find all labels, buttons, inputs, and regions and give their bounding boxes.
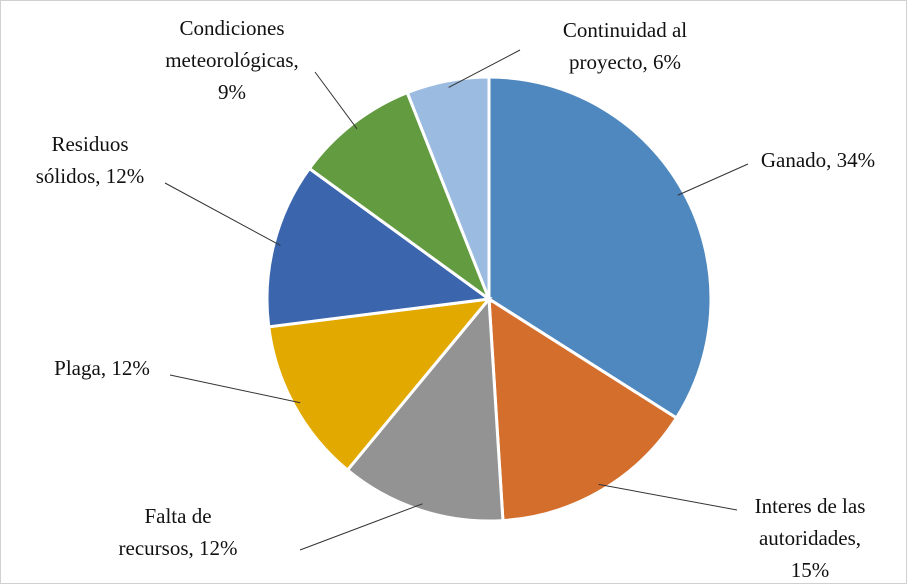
- data-label: Interes de las autoridades, 15%: [754, 494, 866, 582]
- leader-line: [598, 483, 738, 511]
- leader-line: [299, 503, 423, 551]
- leader-line: [169, 374, 301, 404]
- pie-slice: [267, 297, 493, 473]
- pie-slice: [487, 296, 679, 523]
- pie-slice: [265, 166, 493, 329]
- data-label: Ganado, 34%: [760, 148, 876, 172]
- data-label: Plaga, 12%: [54, 356, 150, 380]
- pie-slice: [405, 75, 491, 300]
- data-label: Residuos sólidos, 12%: [35, 132, 145, 188]
- data-label: Condiciones meteorológicas, 9%: [165, 16, 299, 104]
- leader-line: [677, 163, 749, 196]
- data-label: Falta de recursos, 12%: [118, 504, 238, 560]
- leader-line: [448, 49, 521, 88]
- leader-line: [164, 182, 281, 246]
- data-label: Continuidad al proyecto, 6%: [562, 18, 688, 74]
- leader-line: [314, 71, 358, 130]
- pie-slice: [345, 295, 505, 523]
